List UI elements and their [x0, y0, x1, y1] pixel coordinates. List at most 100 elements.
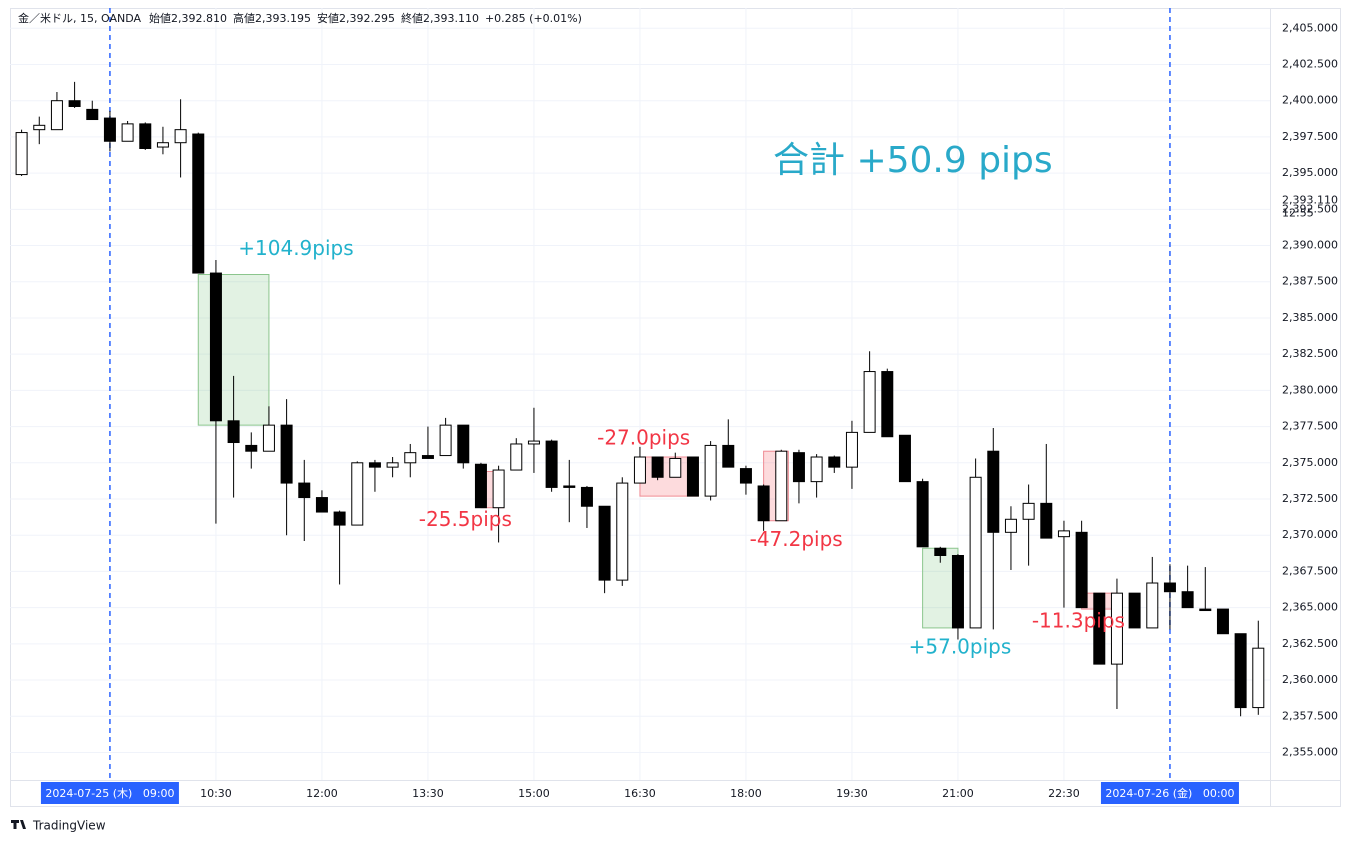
y-tick-label: 2,380.000: [1282, 383, 1338, 396]
trade-label: -47.2pips: [750, 527, 843, 551]
x-tick-label: 2024-07-26 (金) 00:00: [1105, 786, 1234, 800]
y-tick-label: 2,405.000: [1282, 21, 1338, 34]
candle-body: [50, 100, 63, 131]
candle-body: [881, 371, 894, 438]
candle-body: [1075, 531, 1088, 609]
last-price-label: 2,393.110: [1282, 193, 1338, 206]
candle-body: [15, 132, 28, 176]
candle-body: [898, 434, 911, 483]
candle-body: [739, 468, 752, 484]
candle-body: [227, 420, 240, 444]
candle-body: [810, 456, 823, 483]
candle-body: [315, 497, 328, 513]
x-tick-label: 16:30: [624, 787, 656, 800]
candle-body: [951, 554, 964, 629]
x-tick-label: 15:00: [518, 787, 550, 800]
x-tick-label: 22:30: [1048, 787, 1080, 800]
candle-body: [33, 124, 46, 131]
y-tick-label: 2,372.500: [1282, 492, 1338, 505]
y-tick-label: 2,402.500: [1282, 57, 1338, 70]
candle-body: [209, 272, 222, 422]
candle-body: [368, 462, 381, 468]
candle-body: [1163, 582, 1176, 593]
y-tick-label: 2,392.500: [1282, 202, 1338, 215]
trade-label: -27.0pips: [597, 426, 690, 450]
candle-body: [68, 100, 81, 107]
candle-body: [1004, 518, 1017, 533]
candle-body: [845, 431, 858, 468]
candle-body: [686, 456, 699, 497]
candle-body: [156, 142, 169, 148]
candle-body: [457, 424, 470, 464]
trade-label: +104.9pips: [238, 236, 353, 260]
candle-body: [545, 440, 558, 488]
candle-body: [563, 485, 576, 488]
x-tick-label: 19:30: [836, 787, 868, 800]
candle-body: [492, 469, 505, 509]
countdown: 12:55: [1282, 206, 1314, 219]
candle-body: [616, 482, 629, 581]
candle-body: [1146, 582, 1159, 629]
header-item: 始値2,392.810: [149, 11, 227, 25]
x-tick-label: 2024-07-25 (木) 09:00: [45, 787, 174, 800]
candle-body: [351, 462, 364, 526]
trade-label: -25.5pips: [419, 507, 512, 531]
candle-body: [1234, 633, 1247, 709]
candle-body: [828, 456, 841, 468]
candle-body: [139, 123, 152, 149]
header-item: 金／米ドル, 15, OANDA: [18, 11, 141, 25]
candle-body: [669, 457, 682, 478]
candle-body: [598, 505, 611, 581]
candle-body: [722, 444, 735, 468]
date-badge: [1100, 782, 1239, 804]
candle-body: [863, 371, 876, 433]
date-badge: [40, 782, 179, 804]
candle-body: [298, 482, 311, 499]
candle-body: [1128, 592, 1141, 629]
candle-body: [386, 462, 399, 468]
y-tick-label: 2,382.500: [1282, 347, 1338, 360]
candle-body: [421, 455, 434, 459]
candle-body: [704, 444, 717, 497]
y-tick-label: 2,355.000: [1282, 745, 1338, 758]
candle-body: [333, 511, 346, 526]
candle-body: [757, 485, 770, 522]
candle-body: [245, 444, 258, 452]
brand: TradingView: [32, 819, 106, 833]
y-tick-label: 2,365.000: [1282, 601, 1338, 614]
x-tick-label: 13:30: [412, 787, 444, 800]
candle-body: [792, 452, 805, 483]
candle-body: [474, 463, 487, 509]
header: 金／米ドル, 15, OANDA 始値2,392.810 高値2,393.195 安値…: [18, 11, 582, 25]
candle-body: [262, 424, 275, 452]
candle-body: [439, 424, 452, 457]
candle-body: [1057, 530, 1070, 538]
candle-body: [510, 443, 523, 471]
candle-body: [969, 476, 982, 629]
y-tick-label: 2,367.500: [1282, 564, 1338, 577]
candle-body: [1181, 591, 1194, 609]
candle-body: [633, 456, 646, 484]
candle-body: [934, 547, 947, 556]
candle-body: [86, 108, 99, 121]
y-tick-label: 2,375.000: [1282, 456, 1338, 469]
candle-body: [1216, 608, 1229, 635]
candle-body: [280, 424, 293, 484]
y-tick-label: 2,397.500: [1282, 130, 1338, 143]
candle-body: [1040, 502, 1053, 539]
x-tick-label: 18:00: [730, 787, 762, 800]
candle-body: [1252, 647, 1265, 709]
header-item: 終値2,393.110: [401, 11, 479, 25]
candle-body: [192, 133, 205, 274]
x-tick-label: 21:00: [942, 787, 974, 800]
trade-label: +57.0pips: [909, 634, 1012, 658]
x-tick-label: 10:30: [200, 787, 232, 800]
total-title: 合計 +50.9 pips: [773, 140, 1053, 181]
header-item: 高値2,393.195: [233, 11, 311, 25]
y-tick-label: 2,357.500: [1282, 709, 1338, 722]
candle-body: [987, 450, 1000, 533]
candle-body: [527, 440, 540, 445]
y-tick-label: 2,362.500: [1282, 637, 1338, 650]
y-tick-label: 2,370.000: [1282, 528, 1338, 541]
